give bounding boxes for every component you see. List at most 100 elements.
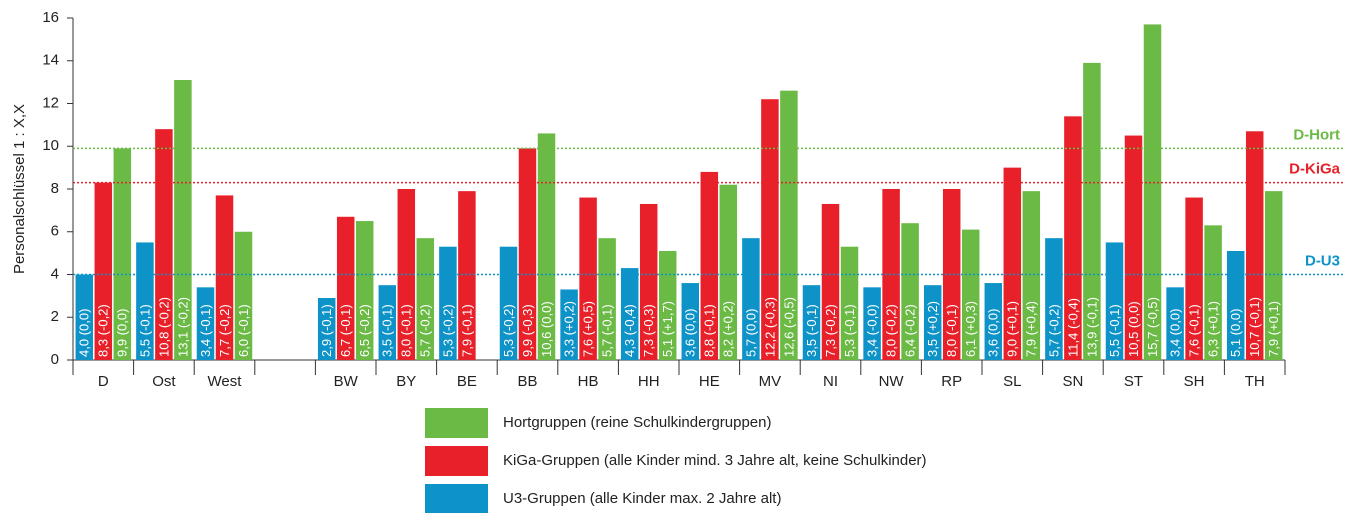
x-tick-label: BE bbox=[457, 373, 477, 390]
bar bbox=[499, 246, 518, 360]
bar bbox=[620, 268, 639, 360]
value-label: 9,9 (0,0) bbox=[115, 309, 130, 357]
bar bbox=[1185, 197, 1203, 360]
bar bbox=[700, 171, 719, 360]
value-label: 2,9 (-0,1) bbox=[319, 304, 334, 357]
bar bbox=[136, 242, 154, 360]
value-label: 8,0 (-0,1) bbox=[944, 304, 959, 357]
x-tick-label: HB bbox=[578, 373, 599, 390]
value-label: 10,6 (0,0) bbox=[539, 301, 554, 357]
bar bbox=[336, 216, 355, 360]
value-label: 10,8 (-0,2) bbox=[156, 297, 171, 357]
legend-swatch bbox=[425, 446, 488, 476]
bar bbox=[416, 238, 435, 360]
x-tick-label: HH bbox=[638, 373, 660, 390]
bar bbox=[780, 90, 798, 361]
bar bbox=[579, 197, 597, 360]
value-label: 5,3 (-0,2) bbox=[501, 304, 516, 357]
y-tick-label: 8 bbox=[51, 180, 59, 197]
value-label: 9,9 (-0,3) bbox=[520, 304, 535, 357]
bar bbox=[1143, 24, 1162, 360]
bar bbox=[761, 99, 779, 360]
bar bbox=[378, 285, 397, 360]
value-label: 10,7 (-0,1) bbox=[1247, 297, 1262, 357]
x-tick-label: NI bbox=[823, 373, 838, 390]
value-label: 3,4 (-0,0) bbox=[865, 304, 880, 357]
x-tick-label: MV bbox=[759, 373, 782, 390]
y-tick-label: 16 bbox=[42, 9, 59, 26]
bar bbox=[802, 285, 821, 360]
value-label: 6,7 (-0,1) bbox=[338, 304, 353, 357]
value-label: 8,3 (-0,2) bbox=[96, 304, 111, 357]
value-label: 7,6 (-0,1) bbox=[1187, 304, 1202, 357]
bar bbox=[1226, 250, 1245, 360]
bar bbox=[681, 283, 700, 360]
value-label: 3,3 (+0,2) bbox=[562, 301, 577, 357]
bar bbox=[1264, 191, 1283, 360]
value-label: 5,7 (-0,2) bbox=[418, 304, 433, 357]
value-label: 5,5 (-0,1) bbox=[1107, 304, 1122, 357]
value-label: 3,6 (0,0) bbox=[683, 309, 698, 357]
x-tick-label: TH bbox=[1245, 373, 1265, 390]
bar bbox=[901, 223, 919, 360]
bar bbox=[75, 274, 94, 360]
bar bbox=[439, 246, 457, 360]
legend-label: U3-Gruppen (alle Kinder max. 2 Jahre alt… bbox=[503, 490, 781, 507]
value-label: 3,4 (-0,1) bbox=[198, 304, 213, 357]
value-label: 7,3 (-0,3) bbox=[641, 304, 656, 357]
bar bbox=[94, 182, 113, 360]
legend-label: KiGa-Gruppen (alle Kinder mind. 3 Jahre … bbox=[503, 452, 927, 469]
bar bbox=[518, 148, 537, 360]
value-label: 6,4 (-0,2) bbox=[903, 304, 918, 357]
value-label: 13,1 (-0,2) bbox=[175, 297, 190, 357]
value-label: 3,5 (-0,1) bbox=[804, 304, 819, 357]
bar bbox=[961, 229, 980, 360]
y-axis-label: Personalschlüssel 1 : X,X bbox=[11, 104, 28, 274]
bar bbox=[639, 203, 658, 360]
y-tick-label: 0 bbox=[51, 351, 59, 368]
x-tick-label: SN bbox=[1062, 373, 1083, 390]
bar bbox=[863, 287, 881, 360]
value-label: 12,6 (-0,5) bbox=[781, 297, 796, 357]
bar bbox=[1204, 225, 1222, 360]
bar bbox=[215, 195, 234, 360]
bar bbox=[1245, 131, 1264, 360]
bar bbox=[155, 129, 173, 360]
bar bbox=[821, 203, 840, 360]
x-tick-label: BY bbox=[396, 373, 416, 390]
bar bbox=[113, 148, 132, 360]
x-tick-label: NW bbox=[879, 373, 905, 390]
value-label: 6,3 (+0,1) bbox=[1206, 301, 1221, 357]
x-tick-label: BB bbox=[517, 373, 537, 390]
reference-label: D-Hort bbox=[1293, 126, 1340, 143]
reference-label: D-KiGa bbox=[1289, 161, 1340, 178]
x-tick-label: RP bbox=[941, 373, 962, 390]
value-label: 7,9 (+0,4) bbox=[1024, 301, 1039, 357]
value-label: 8,2 (+0,2) bbox=[721, 301, 736, 357]
y-tick-label: 2 bbox=[51, 308, 59, 325]
bar bbox=[1083, 62, 1101, 360]
x-tick-label: West bbox=[208, 373, 243, 390]
bar bbox=[719, 184, 738, 360]
legend-swatch bbox=[425, 484, 488, 514]
y-tick-label: 4 bbox=[51, 265, 59, 282]
y-tick-label: 6 bbox=[51, 223, 59, 240]
bar bbox=[942, 189, 961, 360]
x-tick-label: Ost bbox=[152, 373, 176, 390]
value-label: 6,1 (+0,3) bbox=[963, 301, 978, 357]
bar bbox=[658, 250, 677, 360]
y-tick-label: 12 bbox=[42, 94, 59, 111]
bar bbox=[1105, 242, 1124, 360]
value-label: 8,8 (-0,1) bbox=[702, 304, 717, 357]
bar bbox=[1124, 135, 1143, 360]
bar bbox=[317, 298, 336, 360]
bar bbox=[923, 285, 942, 360]
value-label: 3,5 (-0,1) bbox=[380, 304, 395, 357]
value-label: 5,7 (-0,2) bbox=[1046, 304, 1061, 357]
x-tick-label: BW bbox=[334, 373, 359, 390]
bar bbox=[560, 289, 578, 360]
y-tick-label: 14 bbox=[42, 52, 59, 69]
bar bbox=[1064, 116, 1082, 360]
bar bbox=[1022, 191, 1041, 360]
